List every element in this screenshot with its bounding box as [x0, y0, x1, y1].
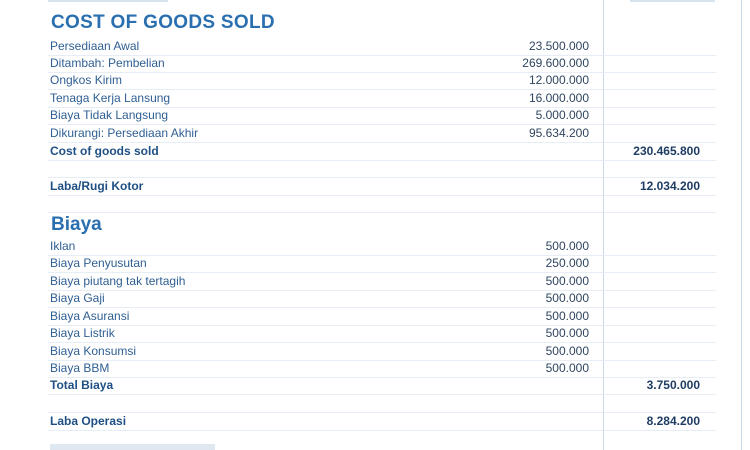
table-row: Biaya Konsumsi 500.000 — [48, 343, 716, 361]
row-amount: 500.000 — [545, 291, 589, 305]
column-divider-right — [741, 0, 742, 450]
clipped-row-top — [48, 0, 168, 2]
total-label: Total Biaya — [50, 378, 114, 392]
row-amount: 95.634.200 — [528, 126, 589, 140]
operating-profit-label: Laba Operasi — [50, 414, 127, 428]
row-amount: 500.000 — [545, 344, 589, 358]
total-row-biaya: Total Biaya 3.750.000 — [48, 377, 716, 395]
table-row: Ditambah: Pembelian 269.600.000 — [48, 55, 716, 73]
table-row: Persediaan Awal 23.500.000 — [48, 38, 716, 56]
table-row: Biaya Listrik 500.000 — [48, 325, 716, 343]
total-row-cogs: Cost of goods sold 230.465.800 — [48, 143, 716, 161]
row-amount: 500.000 — [545, 274, 589, 288]
row-label: Biaya BBM — [50, 361, 110, 375]
empty-row — [48, 160, 716, 178]
table-row: Iklan 500.000 — [48, 238, 716, 256]
table-row: Dikurangi: Persediaan Akhir 95.634.200 — [48, 125, 716, 143]
table-row: Biaya piutang tak tertagih 500.000 — [48, 273, 716, 291]
table-row: Biaya Tidak Langsung 5.000.000 — [48, 107, 716, 125]
column-divider — [603, 0, 604, 450]
row-label: Biaya Gaji — [50, 291, 105, 305]
total-value: 3.750.000 — [646, 378, 700, 392]
row-amount: 500.000 — [545, 361, 589, 375]
row-label: Biaya piutang tak tertagih — [50, 274, 186, 288]
total-label: Cost of goods sold — [50, 144, 159, 158]
table-row: Biaya Gaji 500.000 — [48, 290, 716, 308]
row-amount: 16.000.000 — [528, 91, 589, 105]
row-label: Persediaan Awal — [50, 39, 140, 53]
clipped-row-bottom — [50, 444, 215, 450]
section-heading-biaya: Biaya — [51, 214, 102, 235]
table-row: Tenaga Kerja Lansung 16.000.000 — [48, 90, 716, 108]
empty-row — [48, 395, 716, 413]
row-amount: 500.000 — [545, 309, 589, 323]
row-label: Ditambah: Pembelian — [50, 56, 165, 70]
row-label: Biaya Asuransi — [50, 309, 130, 323]
table-row: Biaya Penyusutan 250.000 — [48, 255, 716, 273]
row-amount: 269.600.000 — [522, 56, 589, 70]
gross-profit-label: Laba/Rugi Kotor — [50, 179, 144, 193]
row-label: Tenaga Kerja Lansung — [50, 91, 171, 105]
row-label: Ongkos Kirim — [50, 73, 123, 87]
table-row: Biaya BBM 500.000 — [48, 360, 716, 378]
row-label: Dikurangi: Persediaan Akhir — [50, 126, 199, 140]
row-label: Biaya Penyusutan — [50, 256, 147, 270]
row-label: Iklan — [50, 239, 76, 253]
row-amount: 500.000 — [545, 326, 589, 340]
operating-profit-value: 8.284.200 — [646, 414, 700, 428]
row-label: Biaya Listrik — [50, 326, 115, 340]
table-row: Biaya Asuransi 500.000 — [48, 308, 716, 326]
gross-profit-row: Laba/Rugi Kotor 12.034.200 — [48, 178, 716, 196]
clipped-value-top — [630, 0, 715, 2]
row-label: Biaya Tidak Langsung — [50, 108, 169, 122]
row-label: Biaya Konsumsi — [50, 344, 137, 358]
row-amount: 500.000 — [545, 239, 589, 253]
row-amount: 23.500.000 — [528, 39, 589, 53]
row-amount: 5.000.000 — [535, 108, 589, 122]
operating-profit-row: Laba Operasi 8.284.200 — [48, 413, 716, 431]
section-heading-cogs: COST OF GOODS SOLD — [51, 12, 275, 33]
gross-profit-value: 12.034.200 — [639, 179, 700, 193]
empty-row — [48, 195, 716, 213]
row-amount: 250.000 — [545, 256, 589, 270]
table-row: Ongkos Kirim 12.000.000 — [48, 72, 716, 90]
total-value: 230.465.800 — [633, 144, 700, 158]
row-amount: 12.000.000 — [528, 73, 589, 87]
